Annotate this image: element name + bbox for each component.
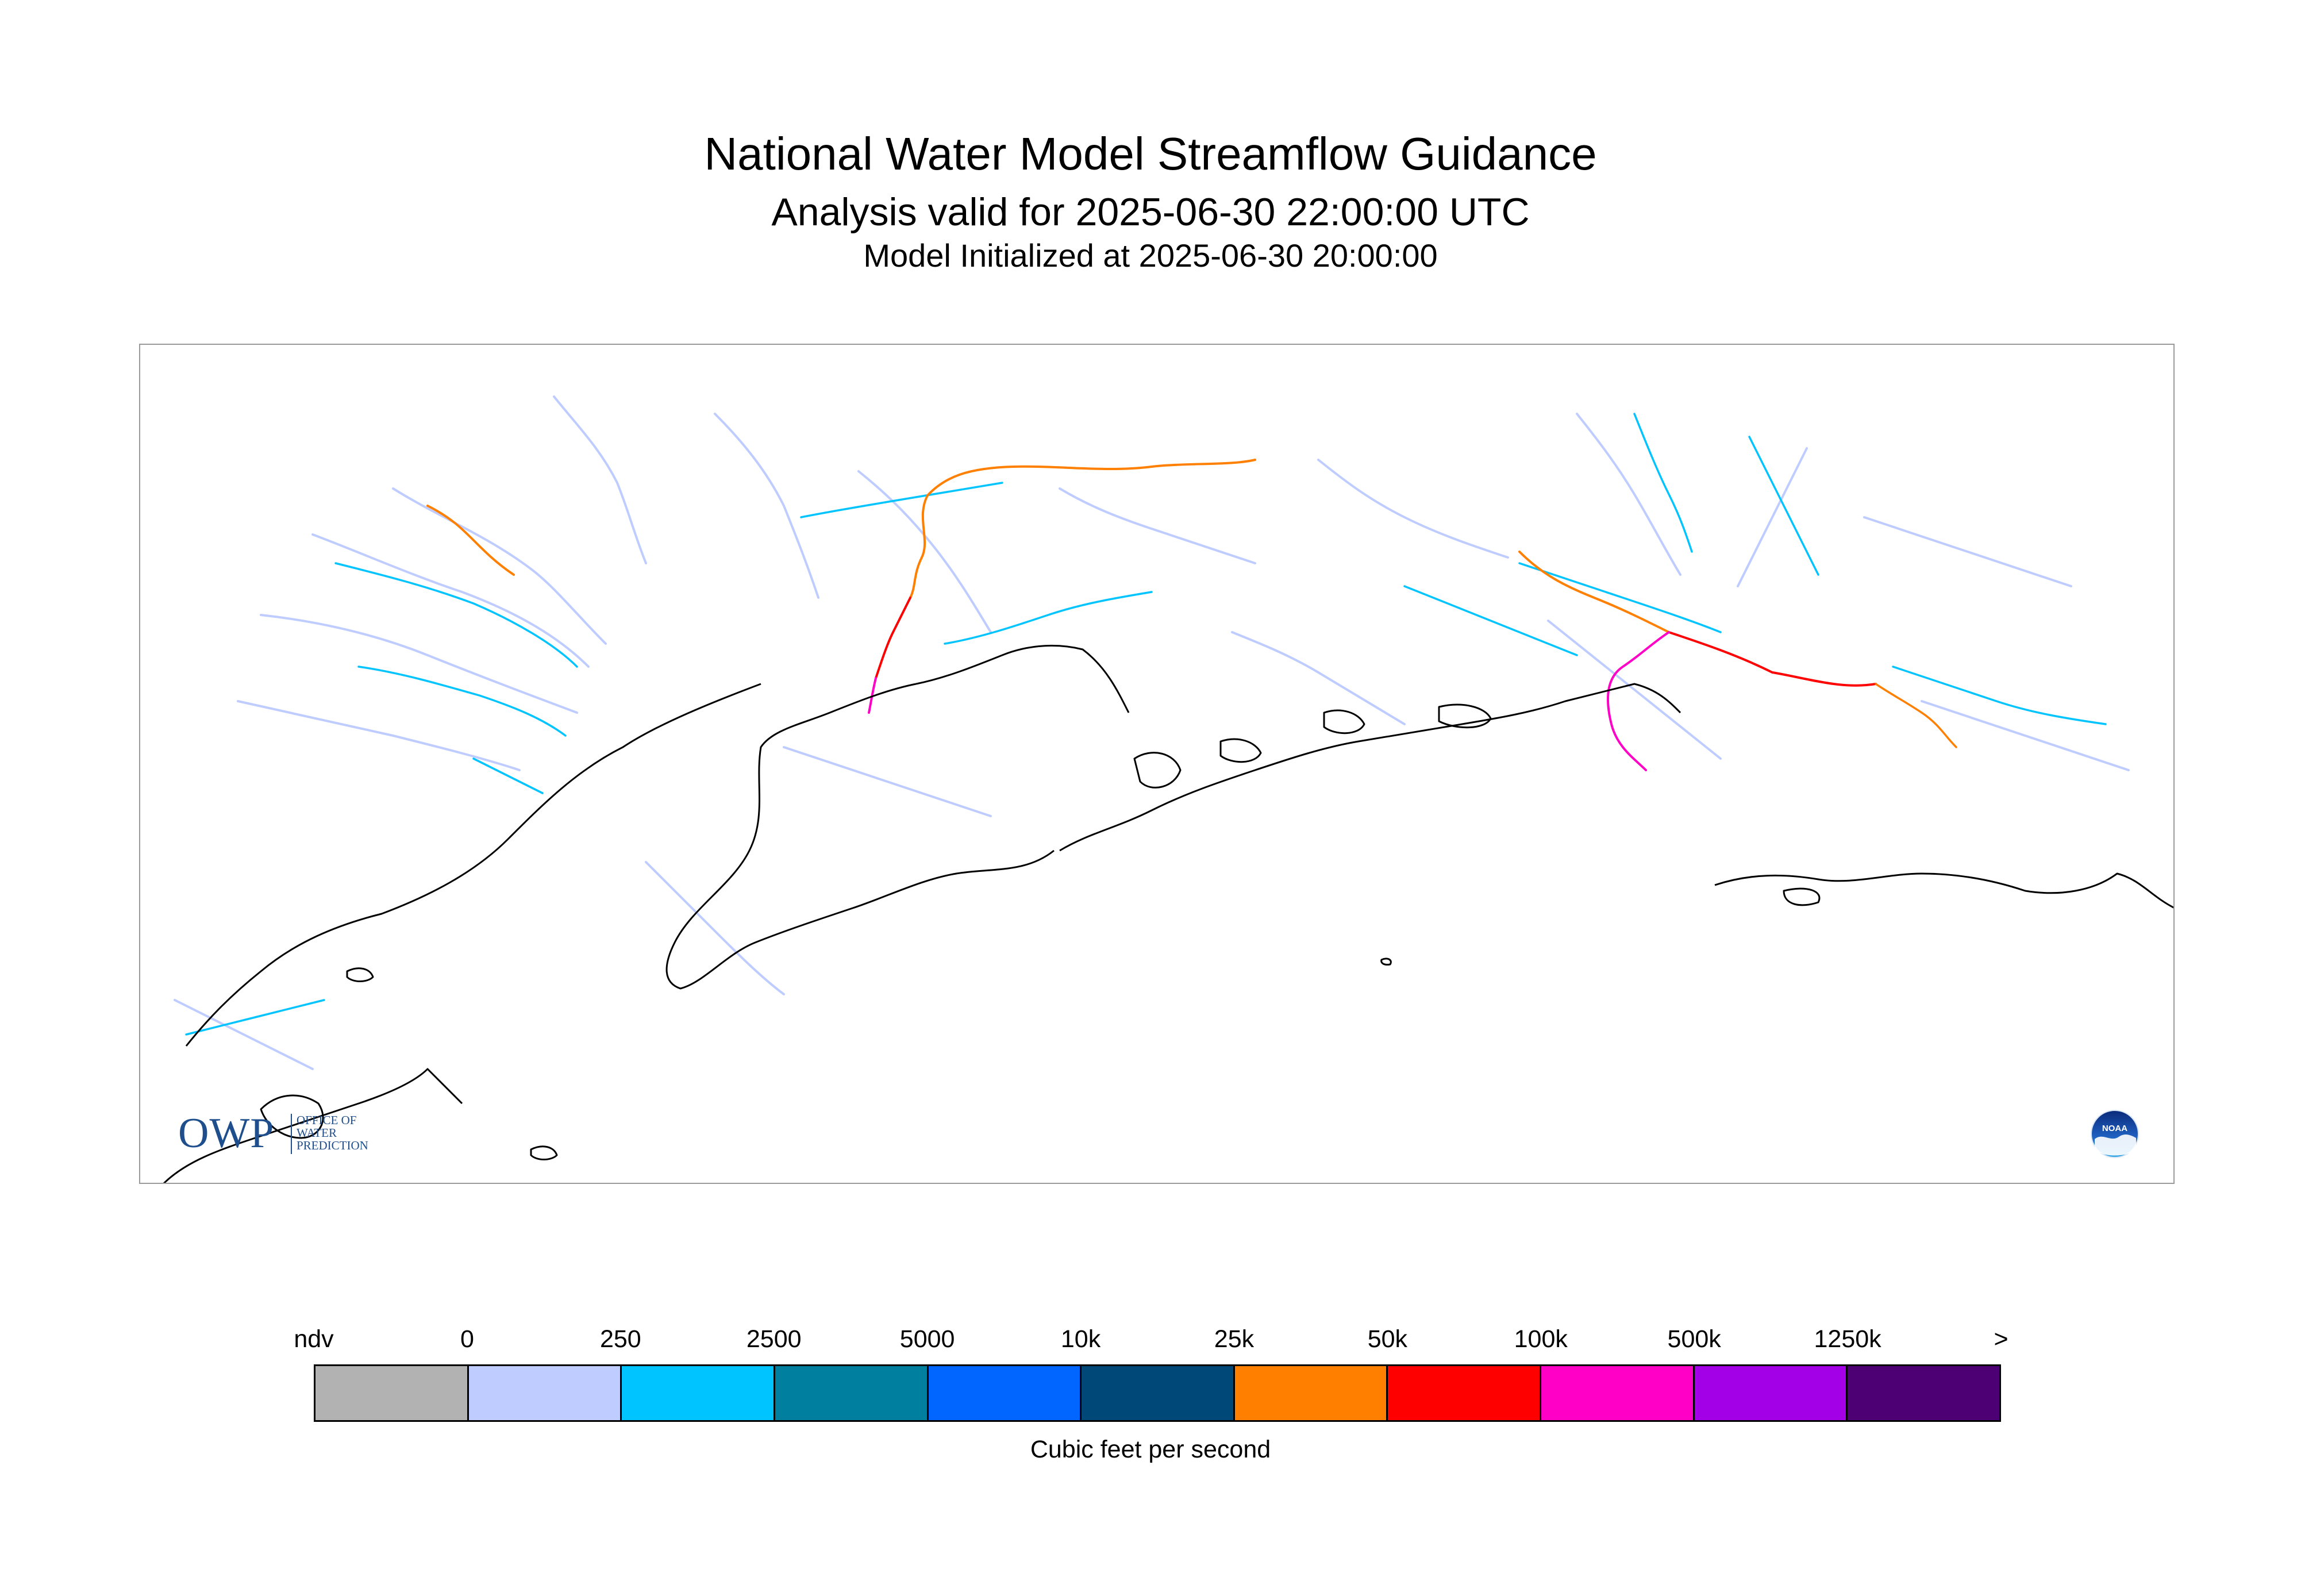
main-river-lower [875, 597, 911, 679]
owp-logo-line: WATER [297, 1126, 337, 1140]
legend-tick-label: 250 [599, 1325, 641, 1353]
legend-tick-label: 5000 [899, 1325, 955, 1353]
river-segment [714, 413, 819, 599]
river-segment [311, 533, 590, 668]
river-segment [857, 470, 992, 633]
river-segment [1547, 620, 1722, 760]
legend-tick-label: 2500 [746, 1325, 802, 1353]
river-segment [645, 861, 785, 995]
turnagain-arm [915, 644, 1130, 713]
river-network-mid [185, 413, 2107, 1036]
noaa-logo-text: NOAA [2102, 1124, 2127, 1133]
alaska-peninsula-coast [163, 1068, 463, 1183]
legend-tick-label: > [1994, 1325, 2008, 1353]
cook-inlet-coast [185, 683, 761, 1047]
legend-tick-label: ndv [294, 1325, 334, 1353]
legend-swatch [1541, 1366, 1695, 1420]
copper-tributary [1875, 683, 1957, 748]
island-5 [1783, 887, 1821, 906]
river-segment [472, 757, 544, 794]
river-segment [174, 999, 314, 1070]
river-segment [944, 591, 1153, 645]
model-init-line: Model Initialized at 2025-06-30 20:00:00 [863, 237, 1438, 274]
river-segment [392, 487, 607, 645]
river-segment [1737, 447, 1808, 587]
map-title: National Water Model Streamflow Guidance [704, 128, 1597, 179]
legend-colorbar [314, 1364, 2001, 1422]
noaa-logo: NOAA [2091, 1110, 2139, 1158]
legend-tick-label: 0 [460, 1325, 474, 1353]
owp-logo-text: OFFICE OF WATER PREDICTION [297, 1114, 368, 1152]
owp-logo: OWP OFFICE OF WATER PREDICTION [178, 1110, 397, 1156]
main-river-upper [426, 505, 515, 576]
legend-swatch [315, 1366, 469, 1420]
coastline [163, 644, 2173, 1183]
valid-time-subtitle: Analysis valid for 2025-06-30 22:00:00 U… [771, 190, 1530, 234]
island-3 [1323, 709, 1365, 734]
river-segment [1748, 436, 1819, 576]
legend-tick-label: 1250k [1814, 1325, 1881, 1353]
river-segment [1059, 487, 1256, 564]
main-river-north [909, 459, 1256, 599]
copper-river-upper [1518, 551, 1670, 633]
island-8 [530, 1145, 558, 1160]
river-segment [1576, 413, 1682, 576]
owp-logo-line: PREDICTION [297, 1139, 368, 1152]
legend-swatch [775, 1366, 929, 1420]
legend-tick-label: 25k [1214, 1325, 1255, 1353]
legend-swatch [1234, 1366, 1388, 1420]
river-segment [553, 395, 647, 564]
river-segment [237, 700, 521, 771]
island-1 [1133, 752, 1182, 789]
river-segment [800, 482, 1003, 518]
owp-logo-mark: OWP [178, 1110, 275, 1157]
island-6 [1380, 957, 1392, 966]
main-river-mouth [868, 677, 877, 714]
river-segment [1518, 562, 1722, 633]
river-network-major [426, 459, 1957, 771]
legend-swatch [1388, 1366, 1542, 1420]
legend-tick-label: 10k [1060, 1325, 1101, 1353]
island-2 [1219, 738, 1262, 763]
map-canvas [163, 395, 2173, 1183]
river-segment [1863, 516, 2072, 587]
river-segment [357, 666, 567, 737]
legend-swatch [1082, 1366, 1235, 1420]
copper-river-lower [1607, 631, 1670, 771]
legend-tick-label: 50k [1367, 1325, 1408, 1353]
river-segment [1317, 459, 1509, 559]
legend-swatch [928, 1366, 1082, 1420]
gulf-of-alaska-coast [1714, 872, 2173, 909]
river-segment [260, 614, 578, 714]
legend-tick-label: 100k [1514, 1325, 1568, 1353]
prince-william-sound [1059, 683, 1682, 852]
river-network-minor [174, 395, 2130, 1070]
river-segment [1892, 666, 2107, 725]
river-segment [185, 999, 325, 1036]
copper-river-mid [1668, 631, 1877, 687]
legend-swatch [1694, 1366, 1848, 1420]
island-4 [1438, 703, 1492, 729]
river-segment [783, 746, 992, 817]
legend-units-label: Cubic feet per second [1030, 1436, 1271, 1463]
legend-swatch [622, 1366, 775, 1420]
river-segment [1231, 631, 1406, 725]
river-segment [1403, 585, 1578, 656]
kodiak-island [260, 1094, 324, 1139]
owp-logo-divider [291, 1114, 292, 1154]
legend-tick-label: 500k [1667, 1325, 1721, 1353]
owp-logo-line: OFFICE OF [297, 1113, 357, 1127]
river-segment [1633, 413, 1693, 553]
river-segment [1921, 700, 2130, 771]
streamflow-map[interactable] [139, 344, 2175, 1184]
island-7 [346, 967, 374, 982]
legend-swatch [1848, 1366, 2000, 1420]
legend-swatch [468, 1366, 622, 1420]
river-segment [334, 562, 578, 668]
kenai-coast [665, 683, 1055, 990]
